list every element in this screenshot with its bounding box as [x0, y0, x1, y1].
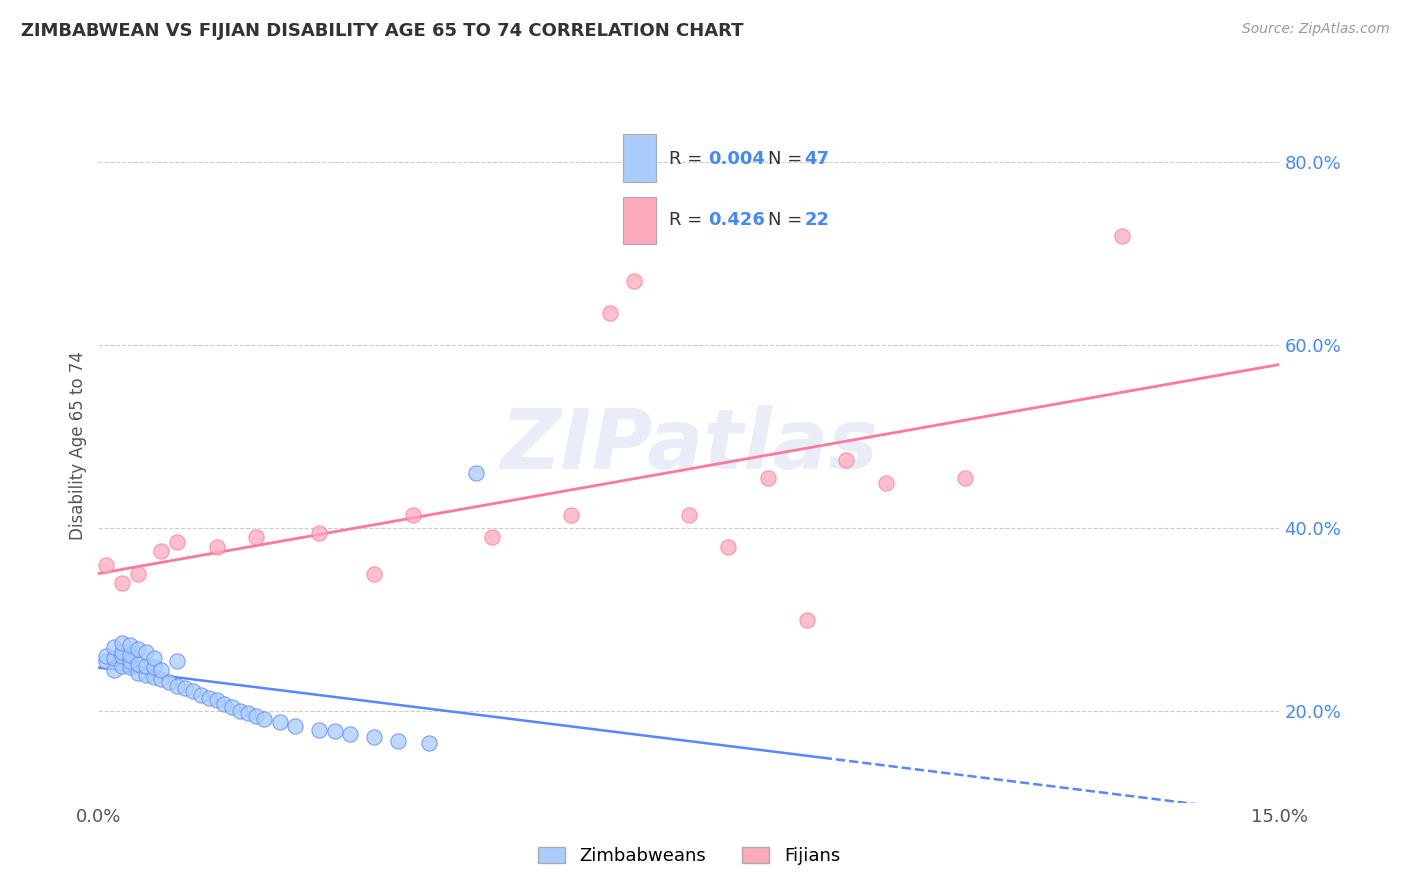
- Point: [796, 613, 818, 627]
- Point: [323, 724, 346, 739]
- Point: [174, 681, 197, 696]
- Point: [181, 684, 204, 698]
- Point: [717, 540, 740, 554]
- Point: [111, 645, 134, 659]
- Point: [135, 658, 157, 673]
- Point: [166, 654, 188, 668]
- Point: [402, 508, 425, 522]
- Point: [560, 508, 582, 522]
- Point: [418, 736, 440, 750]
- Point: [118, 660, 141, 674]
- Text: 0.426: 0.426: [709, 211, 765, 228]
- Point: [465, 467, 488, 481]
- Text: ZIMBABWEAN VS FIJIAN DISABILITY AGE 65 TO 74 CORRELATION CHART: ZIMBABWEAN VS FIJIAN DISABILITY AGE 65 T…: [21, 22, 744, 40]
- FancyBboxPatch shape: [623, 197, 657, 244]
- Point: [284, 719, 307, 733]
- Point: [387, 733, 409, 747]
- Text: 47: 47: [804, 150, 830, 168]
- Point: [875, 475, 897, 490]
- Text: R =: R =: [669, 150, 709, 168]
- Point: [190, 688, 212, 702]
- Point: [96, 649, 118, 664]
- Point: [111, 636, 134, 650]
- Point: [150, 544, 173, 558]
- Point: [118, 654, 141, 668]
- Point: [142, 651, 165, 665]
- Text: Source: ZipAtlas.com: Source: ZipAtlas.com: [1241, 22, 1389, 37]
- Point: [127, 567, 149, 582]
- Point: [599, 306, 621, 320]
- Point: [214, 697, 236, 711]
- Point: [245, 709, 267, 723]
- Point: [339, 727, 361, 741]
- Point: [127, 657, 149, 671]
- Point: [308, 525, 330, 540]
- Point: [150, 673, 173, 687]
- Point: [623, 274, 645, 288]
- Point: [835, 452, 858, 467]
- Point: [142, 669, 165, 683]
- Point: [221, 699, 243, 714]
- Point: [150, 663, 173, 677]
- Point: [111, 658, 134, 673]
- Text: ZIPatlas: ZIPatlas: [501, 406, 877, 486]
- Legend: Zimbabweans, Fijians: Zimbabweans, Fijians: [530, 839, 848, 872]
- Point: [96, 558, 118, 572]
- Text: N =: N =: [768, 150, 808, 168]
- Point: [236, 706, 259, 720]
- Point: [127, 642, 149, 657]
- Point: [103, 640, 125, 655]
- Point: [253, 712, 276, 726]
- Point: [308, 723, 330, 737]
- Point: [953, 471, 976, 485]
- Point: [111, 576, 134, 591]
- Y-axis label: Disability Age 65 to 74: Disability Age 65 to 74: [69, 351, 87, 541]
- Point: [245, 531, 267, 545]
- Text: 0.004: 0.004: [709, 150, 765, 168]
- Point: [205, 540, 228, 554]
- Text: N =: N =: [768, 211, 808, 228]
- Point: [1111, 228, 1133, 243]
- Point: [127, 665, 149, 680]
- Point: [166, 535, 188, 549]
- Point: [205, 693, 228, 707]
- Point: [118, 648, 141, 662]
- Point: [197, 690, 219, 705]
- Point: [103, 651, 125, 665]
- Point: [142, 660, 165, 674]
- Point: [229, 704, 252, 718]
- Point: [103, 663, 125, 677]
- Point: [363, 567, 385, 582]
- Text: 22: 22: [804, 211, 830, 228]
- Point: [269, 715, 291, 730]
- Point: [135, 645, 157, 659]
- Point: [135, 667, 157, 681]
- Point: [756, 471, 779, 485]
- Point: [111, 649, 134, 664]
- Point: [363, 730, 385, 744]
- Point: [481, 531, 503, 545]
- Point: [118, 639, 141, 653]
- Point: [166, 679, 188, 693]
- Point: [678, 508, 700, 522]
- Point: [157, 675, 180, 690]
- Text: R =: R =: [669, 211, 709, 228]
- Point: [96, 654, 118, 668]
- FancyBboxPatch shape: [623, 135, 657, 182]
